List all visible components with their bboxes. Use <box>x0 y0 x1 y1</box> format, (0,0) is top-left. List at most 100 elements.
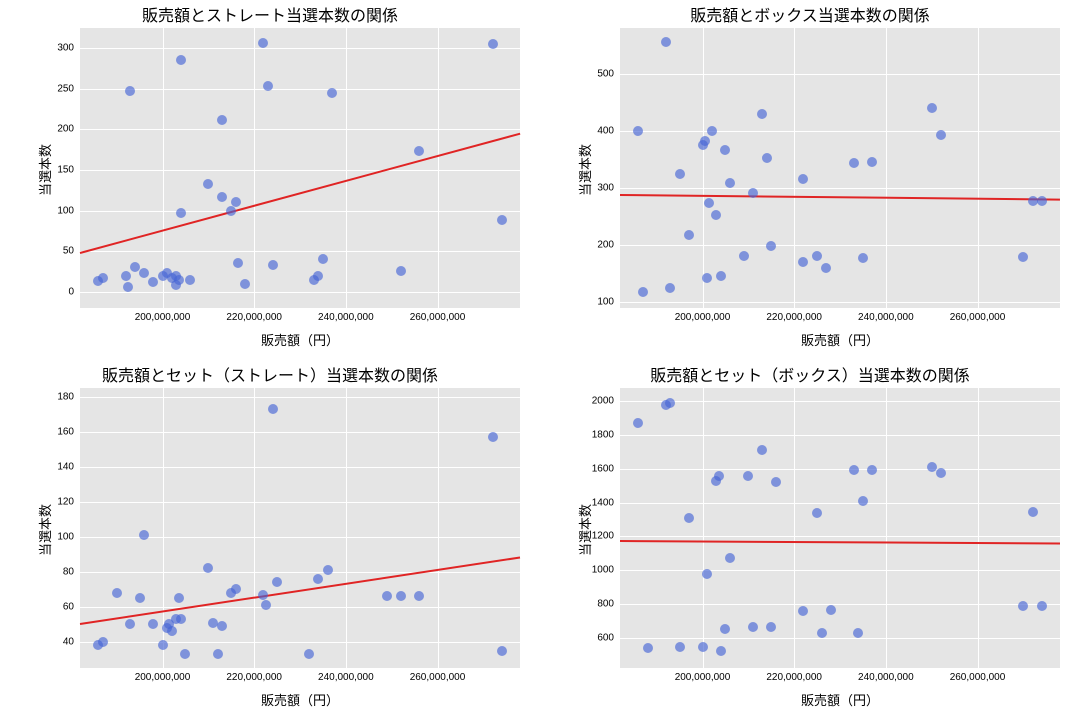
plot-area: 100200300400500200,000,000220,000,000240… <box>620 28 1060 308</box>
y-tick: 1200 <box>592 531 620 542</box>
y-axis-label: 当選本数 <box>35 504 54 556</box>
data-point <box>743 471 753 481</box>
data-point <box>766 622 776 632</box>
data-point <box>1018 252 1028 262</box>
panel-top-left: 販売額とストレート当選本数の関係050100150200250300200,00… <box>0 0 540 360</box>
data-point <box>858 253 868 263</box>
x-tick: 260,000,000 <box>950 308 1006 323</box>
data-point <box>313 574 323 584</box>
data-point <box>817 628 827 638</box>
x-tick: 220,000,000 <box>226 668 282 683</box>
y-tick: 200 <box>597 240 620 251</box>
data-point <box>849 465 859 475</box>
data-point <box>261 600 271 610</box>
y-tick: 100 <box>57 205 80 216</box>
data-point <box>268 260 278 270</box>
y-tick: 0 <box>68 286 80 297</box>
x-tick: 260,000,000 <box>410 668 466 683</box>
regression-line <box>620 540 1060 545</box>
data-point <box>414 146 424 156</box>
data-point <box>176 55 186 65</box>
data-point <box>112 588 122 598</box>
x-tick: 240,000,000 <box>318 668 374 683</box>
data-point <box>1028 507 1038 517</box>
data-point <box>497 646 507 656</box>
data-point <box>849 158 859 168</box>
data-point <box>240 279 250 289</box>
data-point <box>771 477 781 487</box>
y-tick: 100 <box>597 297 620 308</box>
y-tick: 200 <box>57 124 80 135</box>
data-point <box>684 513 694 523</box>
data-point <box>125 619 135 629</box>
y-tick: 160 <box>57 426 80 437</box>
data-point <box>867 157 877 167</box>
data-point <box>488 39 498 49</box>
data-point <box>714 471 724 481</box>
data-point <box>638 287 648 297</box>
x-axis-label: 販売額（円） <box>80 690 520 709</box>
data-point <box>268 404 278 414</box>
data-point <box>148 277 158 287</box>
y-tick: 1000 <box>592 565 620 576</box>
data-point <box>258 590 268 600</box>
chart-title: 販売額とボックス当選本数の関係 <box>540 2 1080 26</box>
data-point <box>396 266 406 276</box>
data-point <box>711 210 721 220</box>
x-tick: 220,000,000 <box>766 308 822 323</box>
data-point <box>665 283 675 293</box>
chart-title: 販売額とストレート当選本数の関係 <box>0 2 540 26</box>
data-point <box>716 271 726 281</box>
data-point <box>203 179 213 189</box>
data-point <box>748 622 758 632</box>
y-axis-label: 当選本数 <box>35 144 54 196</box>
y-tick: 1600 <box>592 463 620 474</box>
chart-title: 販売額とセット（ストレート）当選本数の関係 <box>0 362 540 386</box>
data-point <box>675 642 685 652</box>
y-tick: 60 <box>63 601 80 612</box>
data-point <box>488 432 498 442</box>
data-point <box>725 553 735 563</box>
data-point <box>1018 601 1028 611</box>
y-tick: 40 <box>63 636 80 647</box>
x-tick: 220,000,000 <box>226 308 282 323</box>
data-point <box>798 174 808 184</box>
data-point <box>98 273 108 283</box>
data-point <box>176 208 186 218</box>
data-point <box>231 584 241 594</box>
data-point <box>180 649 190 659</box>
data-point <box>757 445 767 455</box>
data-point <box>313 271 323 281</box>
data-point <box>233 258 243 268</box>
x-tick: 220,000,000 <box>766 668 822 683</box>
x-tick: 200,000,000 <box>675 668 731 683</box>
data-point <box>766 241 776 251</box>
data-point <box>684 230 694 240</box>
data-point <box>867 465 877 475</box>
x-axis-label: 販売額（円） <box>620 690 1060 709</box>
data-point <box>716 646 726 656</box>
data-point <box>936 468 946 478</box>
data-point <box>698 642 708 652</box>
x-axis-label: 販売額（円） <box>620 330 1060 349</box>
data-point <box>217 115 227 125</box>
data-point <box>382 591 392 601</box>
data-point <box>185 275 195 285</box>
data-point <box>704 198 714 208</box>
plot-area: 406080100120140160180200,000,000220,000,… <box>80 388 520 668</box>
plot-area: 600800100012001400160018002000200,000,00… <box>620 388 1060 668</box>
data-point <box>675 169 685 179</box>
regression-line <box>620 194 1060 201</box>
y-axis-label: 当選本数 <box>575 144 594 196</box>
panel-bottom-left: 販売額とセット（ストレート）当選本数の関係4060801001201401601… <box>0 360 540 720</box>
data-point <box>798 606 808 616</box>
data-point <box>125 86 135 96</box>
data-point <box>702 273 712 283</box>
data-point <box>927 103 937 113</box>
data-point <box>720 624 730 634</box>
data-point <box>748 188 758 198</box>
data-point <box>327 88 337 98</box>
y-tick: 800 <box>597 598 620 609</box>
data-point <box>720 145 730 155</box>
data-point <box>725 178 735 188</box>
